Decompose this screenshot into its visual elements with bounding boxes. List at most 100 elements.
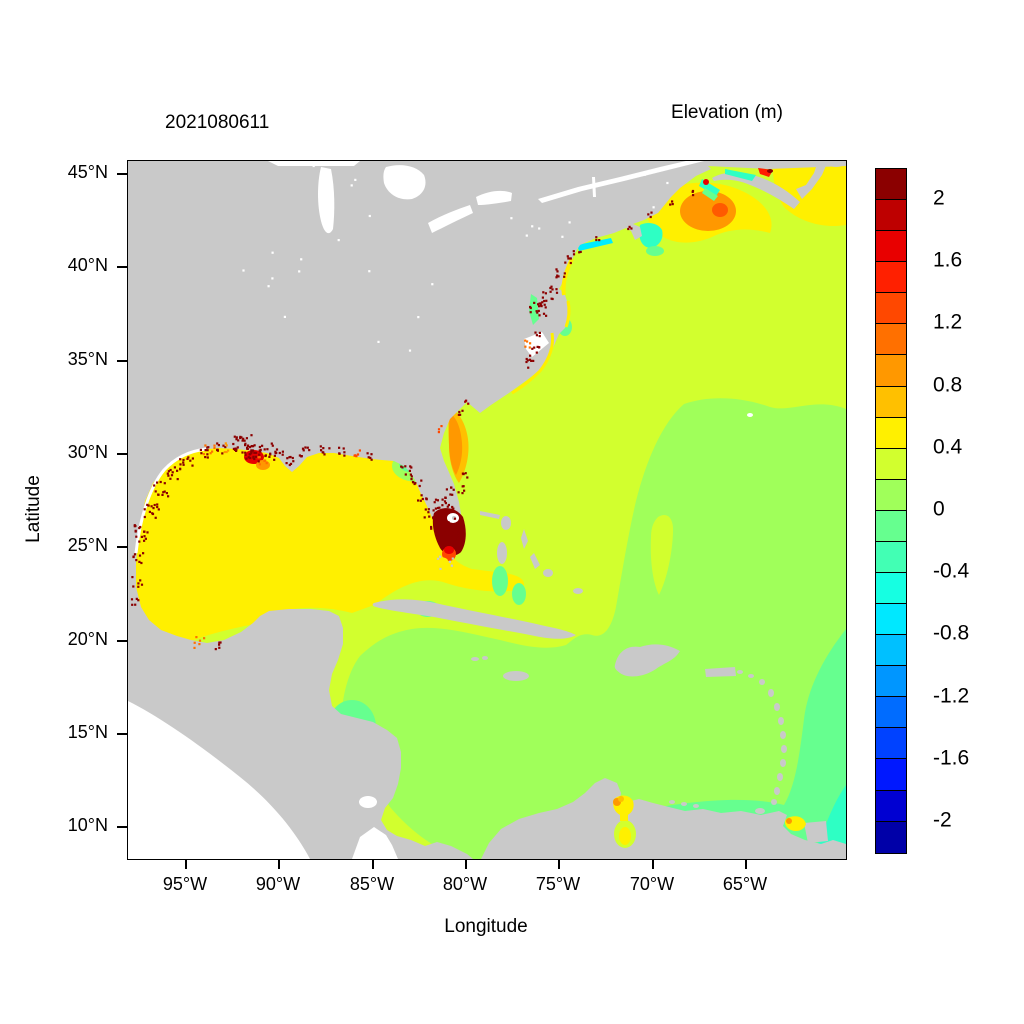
map-speckle [579, 250, 582, 253]
y-tick-mark [117, 546, 127, 548]
map-speckle [137, 582, 140, 585]
map-speckle [153, 503, 156, 507]
map-speckle [173, 466, 176, 469]
map-speckle [454, 527, 457, 530]
map-speckle [235, 438, 238, 441]
map-speckle [441, 504, 444, 507]
map-region-jamaica-island [503, 671, 529, 681]
map-speckle [291, 456, 294, 460]
colorbar-cell [876, 573, 906, 605]
colorbar-label: 1.6 [933, 248, 963, 272]
map-speckle [254, 455, 257, 458]
map-speckle [133, 553, 137, 556]
map-speckle [410, 478, 413, 481]
map-speckle [218, 643, 221, 646]
map-speckle [669, 203, 672, 206]
x-tick-mark [185, 859, 187, 869]
map-speckle [425, 497, 428, 500]
map-speckle [457, 413, 460, 416]
map-speckle [250, 434, 253, 437]
map-speckle [257, 456, 260, 459]
map-speckle [535, 334, 538, 337]
map-speckle [298, 454, 301, 457]
map-speckle [156, 481, 159, 484]
map-speckle [203, 637, 206, 640]
colorbar-label: -0.8 [933, 621, 970, 645]
map-speckle [366, 452, 369, 455]
map-speckle [193, 641, 196, 644]
map-speckle [436, 557, 440, 560]
map-speckle [526, 359, 529, 362]
map-speckle [529, 342, 532, 345]
map-region-bahama-long-island [530, 553, 540, 569]
map-speckle [531, 225, 534, 228]
map-speckle [133, 525, 136, 528]
map-speckle [439, 523, 442, 526]
map-region-pei-turquoise [725, 169, 756, 181]
map-speckle [191, 464, 194, 467]
map-region-cuba-island [372, 599, 576, 639]
map-region-gulf-stlawrence-north-shore [688, 161, 846, 169]
map-speckle [443, 510, 446, 513]
map-speckle [235, 448, 238, 451]
map-speckle [319, 445, 322, 448]
map-speckle [542, 291, 545, 294]
map-speckle [170, 474, 174, 477]
map-region-lake-huron [383, 165, 426, 200]
map-speckle [534, 331, 537, 334]
map-speckle [143, 535, 146, 538]
map-region-delmarva-coast-yellow [564, 300, 571, 328]
map-region-chesapeake-spring [529, 294, 539, 325]
map-speckle [169, 468, 172, 472]
map-speckle [368, 270, 371, 273]
colorbar-cell [876, 759, 906, 791]
colorbar-cell [876, 448, 906, 480]
map-speckle [461, 409, 464, 412]
map-speckle [537, 303, 540, 306]
map-speckle [140, 535, 143, 538]
map-speckle [543, 303, 546, 306]
map-speckle [300, 258, 303, 261]
map-speckle [143, 508, 146, 511]
map-speckle [451, 535, 454, 538]
map-speckle [338, 446, 341, 449]
map-speckle [246, 447, 249, 450]
map-speckle [244, 442, 247, 445]
map-speckle [564, 261, 567, 264]
map-speckle [436, 499, 439, 502]
map-speckle [179, 468, 182, 471]
colorbar-labels: 2 1.6 1.2 0.8 0.4 0 -0.4 -0.8 -1.2 -1.6 -2 [933, 168, 1003, 852]
map-speckle [671, 200, 674, 203]
map-speckle [216, 442, 219, 445]
map-speckle [417, 499, 420, 502]
map-speckle [456, 537, 459, 540]
map-speckle [440, 425, 443, 428]
map-speckle [566, 255, 569, 258]
map-speckle [182, 458, 185, 462]
x-tick-mark [465, 859, 467, 869]
map-speckle [135, 559, 138, 562]
map-speckle [526, 340, 529, 343]
map-speckle [529, 311, 532, 314]
map-speckle [432, 517, 435, 520]
map-speckle [261, 444, 264, 447]
map-speckle [432, 509, 435, 512]
colorbar [875, 168, 907, 854]
map-speckle [630, 176, 633, 179]
map-speckle [283, 315, 286, 318]
x-tick-label: 85°W [349, 874, 395, 894]
map-speckle [447, 503, 450, 507]
map-speckle [462, 473, 465, 476]
map-speckle [437, 431, 440, 434]
map-speckle [243, 439, 246, 442]
map-speckle [443, 531, 447, 534]
map-speckle [417, 316, 420, 319]
elevation-map [128, 161, 846, 859]
map-speckle [434, 498, 438, 501]
colorbar-cell [876, 728, 906, 760]
map-speckle [408, 469, 411, 472]
map-region-nova-scotia-land [712, 172, 800, 209]
map-speckle [555, 268, 558, 271]
x-tick-label: 90°W [255, 874, 301, 894]
map-speckle [258, 463, 261, 466]
